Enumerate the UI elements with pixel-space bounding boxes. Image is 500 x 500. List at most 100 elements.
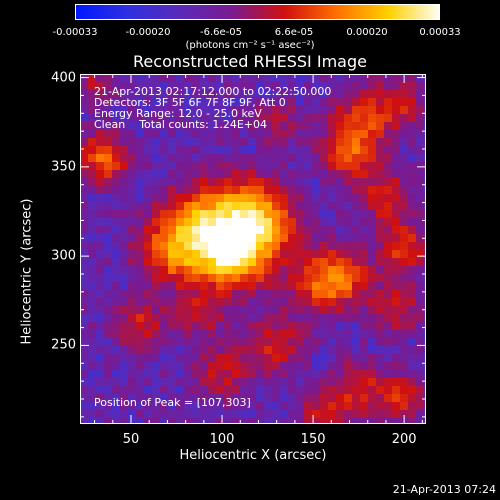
heatmap-cell [320,226,329,235]
heatmap-cell [352,114,361,123]
heatmap-cell [112,146,121,155]
heatmap-cell [280,250,289,259]
heatmap-cell [112,170,121,179]
heatmap-cell [248,170,257,179]
heatmap-cell [248,322,257,331]
colorbar-tick-label: 0.00033 [419,27,461,38]
x-tick-label: 100 [209,432,235,447]
heatmap-cell [208,314,217,323]
heatmap-cell [192,354,201,363]
heatmap-cell [216,378,225,387]
heatmap-cell [232,202,241,211]
heatmap-cell [272,386,281,395]
heatmap-cell [280,274,289,283]
heatmap-cell [224,202,233,211]
heatmap-cell [384,130,393,139]
heatmap-cell [352,82,361,91]
heatmap-cell [368,418,377,424]
heatmap-cell [280,154,289,163]
heatmap-cell [120,410,129,419]
heatmap-cell [408,298,417,307]
heatmap-cell [176,234,185,243]
heatmap-cell [232,322,241,331]
heatmap-cell [408,402,417,411]
heatmap-cell [288,186,297,195]
heatmap-cell [80,354,89,363]
colorbar-tick-label: -6.6e-05 [200,27,242,38]
heatmap-cell [304,154,313,163]
heatmap-cell [216,242,225,251]
heatmap-cell [336,218,345,227]
heatmap-cell [400,258,409,267]
heatmap-cell [136,242,145,251]
heatmap-cell [264,370,273,379]
heatmap-cell [336,106,345,115]
heatmap-cell [352,378,361,387]
heatmap-cell [88,114,97,123]
heatmap-cell [296,266,305,275]
heatmap-cell [232,250,241,259]
heatmap-cell [416,74,425,83]
heatmap-cell [168,218,177,227]
heatmap-cell [272,322,281,331]
heatmap-cell [240,146,249,155]
heatmap-cell [312,194,321,203]
heatmap-cell [168,386,177,395]
colorbar-units: (photons cm⁻² s⁻¹ asec⁻²) [185,40,315,51]
heatmap-cell [160,186,169,195]
heatmap-cell [304,162,313,171]
heatmap-cell [96,410,105,419]
heatmap-cell [368,274,377,283]
heatmap-cell [88,354,97,363]
heatmap-cell [120,226,129,235]
heatmap-cell [304,98,313,107]
heatmap-cell [360,362,369,371]
heatmap-cell [344,290,353,299]
heatmap-cell [360,138,369,147]
heatmap-cell [144,418,153,424]
heatmap-cell [392,266,401,275]
heatmap-cell [224,122,233,131]
heatmap-cell [192,90,201,99]
heatmap-cell [264,362,273,371]
heatmap-cell [128,386,137,395]
heatmap-cell [344,82,353,91]
heatmap-cell [368,402,377,411]
heatmap-cell [104,154,113,163]
heatmap-cell [168,90,177,99]
heatmap-cell [208,298,217,307]
heatmap-cell [304,226,313,235]
heatmap-cell [376,306,385,315]
heatmap-cell [216,210,225,219]
heatmap-cell [112,90,121,99]
heatmap-cell [288,146,297,155]
heatmap-cell [360,234,369,243]
heatmap-cell [304,106,313,115]
heatmap-cell [184,338,193,347]
heatmap-cell [224,354,233,363]
heatmap-cell [288,402,297,411]
heatmap-cell [408,274,417,283]
heatmap-cell [224,234,233,243]
heatmap-cell [264,170,273,179]
heatmap-cell [136,330,145,339]
heatmap-cell [136,346,145,355]
heatmap-cell [96,330,105,339]
heatmap-cell [384,418,393,424]
heatmap-cell [216,410,225,419]
heatmap-cell [104,330,113,339]
heatmap-cell [112,98,121,107]
heatmap-cell [224,74,233,83]
heatmap-cell [200,170,209,179]
heatmap-cell [184,194,193,203]
heatmap-cell [400,98,409,107]
heatmap-cell [328,258,337,267]
heatmap-cell [400,178,409,187]
heatmap-cell [344,74,353,83]
heatmap-cell [112,330,121,339]
heatmap-cell [312,218,321,227]
heatmap-cell [176,274,185,283]
heatmap-cell [80,402,89,411]
heatmap-cell [216,354,225,363]
heatmap-cell [152,130,161,139]
